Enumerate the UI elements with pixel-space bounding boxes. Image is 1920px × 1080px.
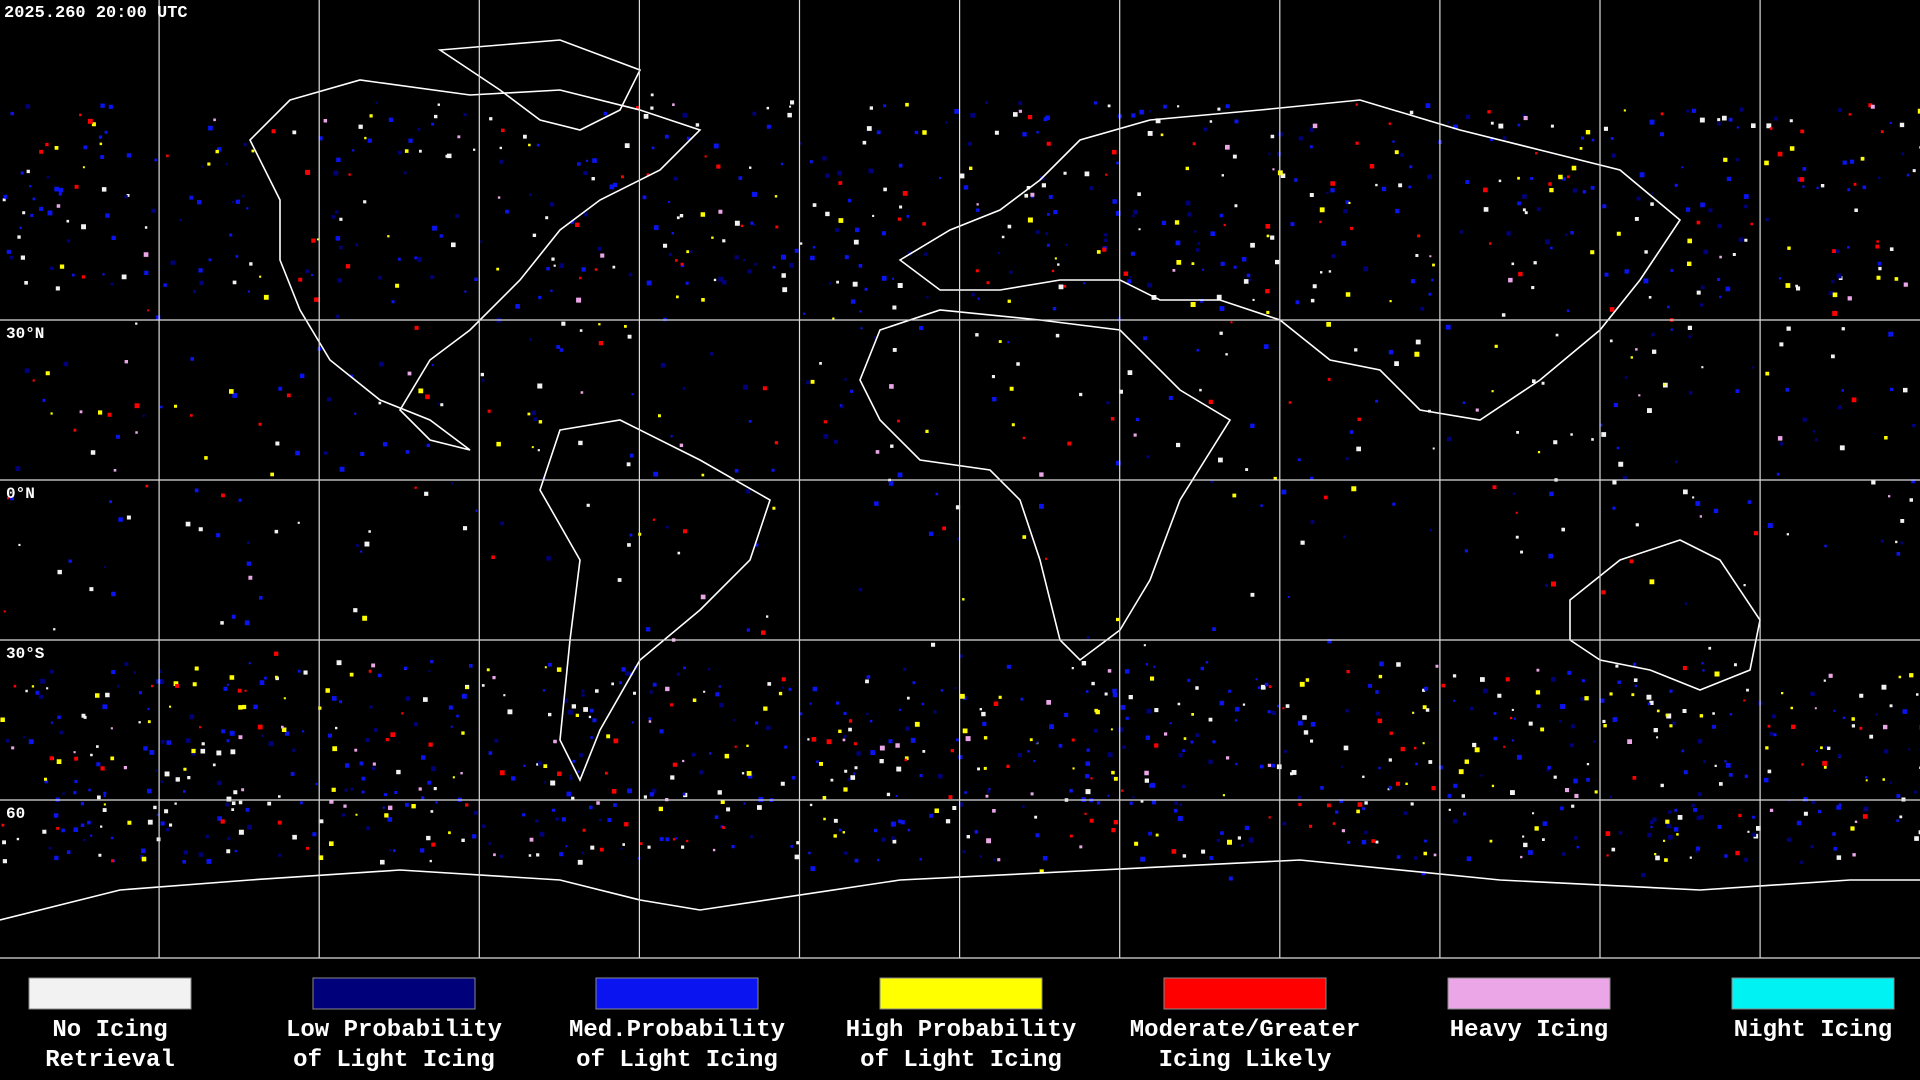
- legend-label: of Light Icing: [576, 1047, 778, 1074]
- legend-label: High Probability: [846, 1017, 1076, 1044]
- legend-label: Icing Likely: [1159, 1047, 1332, 1074]
- icing-speckles: [0, 93, 1920, 881]
- south-america: [539, 419, 771, 782]
- africa: [859, 309, 1232, 662]
- legend-swatch: [595, 977, 759, 1010]
- legend-label: Night Icing: [1734, 1017, 1892, 1044]
- timestamp: 2025.260 20:00 UTC: [4, 4, 188, 23]
- legend-label: Retrieval: [45, 1047, 175, 1074]
- legend: No Icing Retrieval Low Probability of Light…: [28, 977, 1895, 1074]
- australia: [1569, 539, 1761, 691]
- latitude-label: 30°S: [6, 645, 45, 663]
- latitude-labels: 30°N 0°N 30°S 60: [6, 325, 45, 823]
- legend-label: Moderate/Greater: [1130, 1017, 1360, 1044]
- latitude-label: 0°N: [6, 485, 35, 503]
- north-america: [249, 79, 702, 451]
- legend-swatch: [312, 977, 476, 1010]
- legend-label: of Light Icing: [293, 1047, 495, 1074]
- legend-swatch: [879, 977, 1043, 1010]
- latitude-label: 60: [6, 805, 25, 823]
- legend-swatch: [1447, 977, 1611, 1010]
- legend-swatch: [1163, 977, 1327, 1010]
- graticule: [0, 0, 1920, 959]
- legend-label: of Light Icing: [860, 1047, 1062, 1074]
- legend-swatch: [1731, 977, 1895, 1010]
- legend-label: Heavy Icing: [1450, 1017, 1608, 1044]
- legend-swatch: [28, 977, 192, 1010]
- latitude-label: 30°N: [6, 325, 44, 343]
- icing-cells: [3, 101, 1920, 881]
- legend-label: Med.Probability: [569, 1017, 785, 1044]
- legend-label: Low Probability: [286, 1017, 502, 1044]
- greenland: [437, 39, 642, 131]
- legend-label: No Icing: [52, 1017, 167, 1044]
